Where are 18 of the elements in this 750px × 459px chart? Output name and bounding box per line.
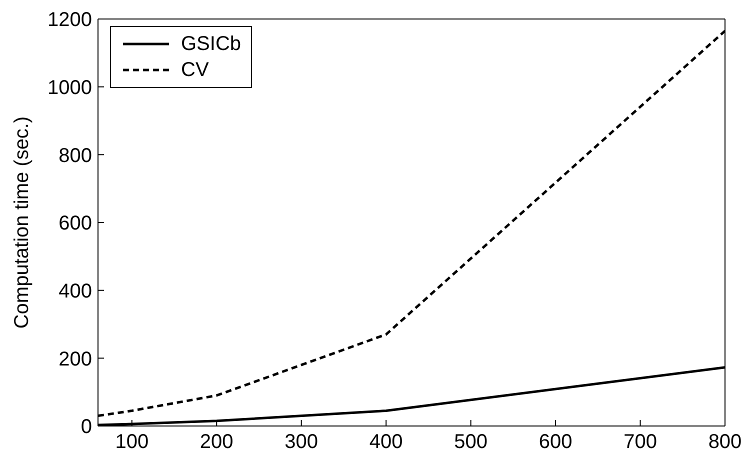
y-tick-label: 1200	[48, 9, 92, 32]
y-tick-label: 200	[58, 348, 92, 370]
x-tick-label: 100	[115, 431, 149, 454]
y-tick-label: 0	[80, 416, 92, 438]
legend-label: GSICb	[181, 32, 242, 57]
x-tick-label: 400	[369, 431, 403, 454]
y-tick-label: 400	[58, 280, 92, 302]
y-axis-title: Computation time (sec.)	[11, 116, 34, 329]
y-tick-label: 1000	[48, 76, 92, 99]
x-tick-label: 300	[284, 431, 318, 454]
x-tick-label: 700	[624, 431, 657, 454]
x-tick-label: 200	[200, 431, 234, 454]
x-tick-label: 500	[454, 431, 488, 454]
x-tick-label: 600	[538, 431, 572, 454]
x-tick-label: 800	[708, 431, 742, 454]
y-tick-label: 600	[58, 212, 92, 235]
y-tick-label: 800	[58, 144, 92, 167]
legend-label: CV	[181, 58, 209, 83]
